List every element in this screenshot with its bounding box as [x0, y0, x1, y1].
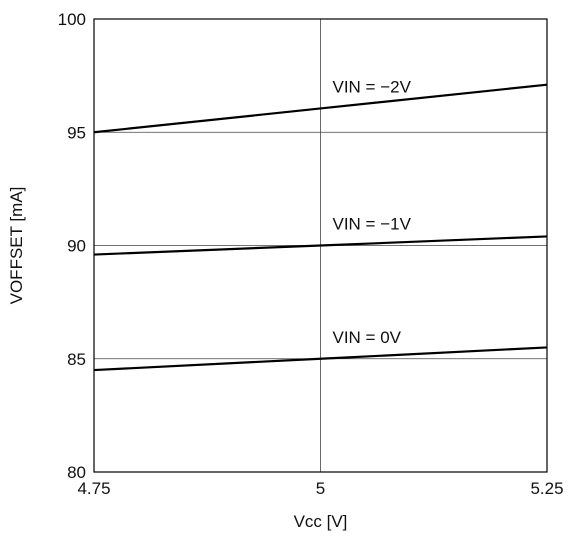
- series-lines: [93, 83, 548, 372]
- series-line: [93, 346, 548, 372]
- y-tick-label: 100: [58, 10, 86, 29]
- series-label: VIN = 0V: [333, 328, 402, 347]
- series-line: [93, 83, 548, 134]
- y-axis-title: VOFFSET [mA]: [7, 187, 26, 305]
- x-tick-label: 5.25: [530, 479, 563, 498]
- series-labels: VIN = −2V VIN = −1V VIN = 0V: [333, 77, 412, 346]
- y-tick-label: 80: [67, 463, 86, 482]
- series-label: VIN = −2V: [333, 77, 412, 96]
- x-tick-labels: 4.75 5 5.25: [77, 479, 563, 498]
- x-tick-label: 5: [316, 479, 325, 498]
- y-tick-labels: 80 85 90 95 100: [58, 10, 86, 482]
- series-label: VIN = −1V: [333, 215, 412, 234]
- x-tick-label: 4.75: [77, 479, 110, 498]
- series-line: [93, 235, 548, 256]
- y-tick-label: 90: [67, 237, 86, 256]
- y-tick-label: 85: [67, 350, 86, 369]
- plot-area-frame: [93, 18, 548, 473]
- y-tick-label: 95: [67, 123, 86, 142]
- x-axis-title: Vcc [V]: [294, 512, 348, 531]
